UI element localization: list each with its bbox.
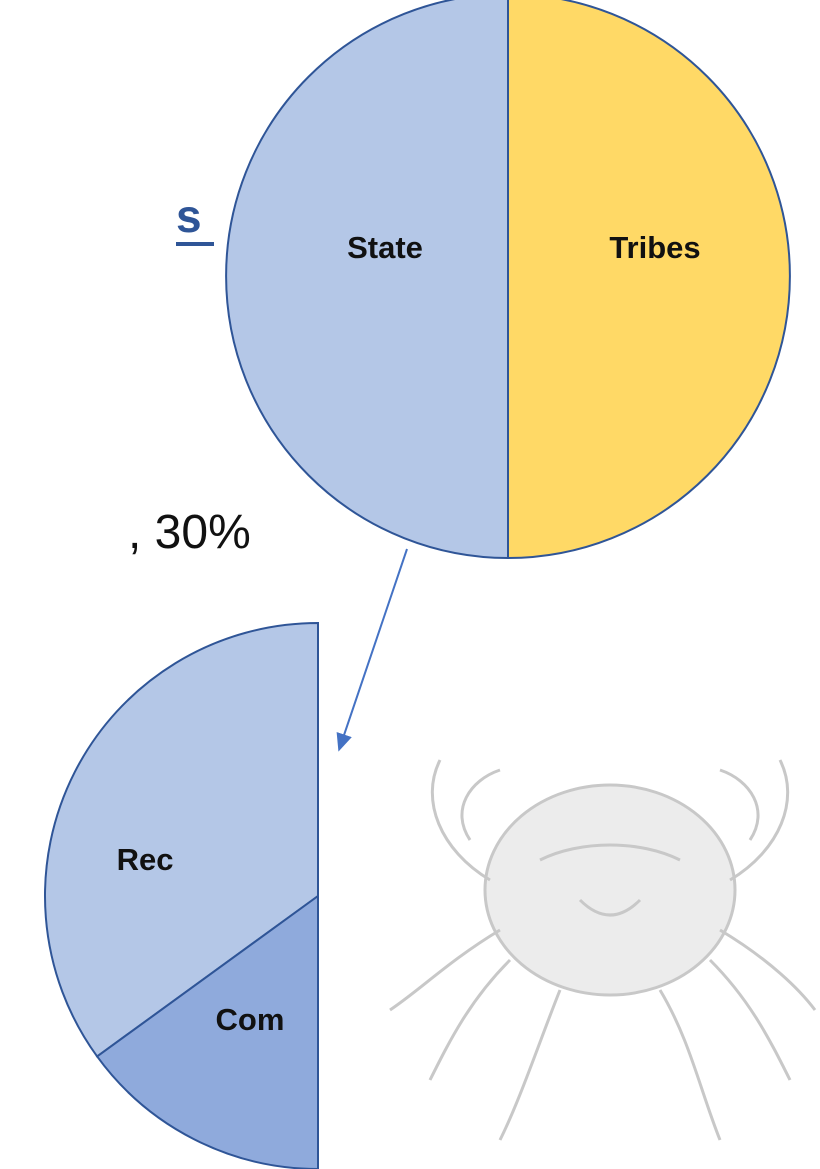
pie-slice bbox=[44, 621, 319, 1058]
pie-slice bbox=[225, 0, 509, 560]
heading-fragment: s bbox=[176, 190, 202, 242]
slice-label: Com bbox=[216, 1002, 285, 1037]
crab-image bbox=[389, 759, 817, 1141]
charts: State Tribes Rec Com bbox=[44, 0, 791, 1169]
pie-slice bbox=[95, 894, 319, 1169]
slice-label: State bbox=[347, 230, 423, 265]
body-text: , 30% bbox=[128, 506, 251, 559]
pie-slice bbox=[507, 0, 791, 560]
arrow bbox=[336, 548, 408, 752]
slice-label: Tribes bbox=[609, 230, 700, 265]
slice-label: Rec bbox=[117, 842, 174, 877]
